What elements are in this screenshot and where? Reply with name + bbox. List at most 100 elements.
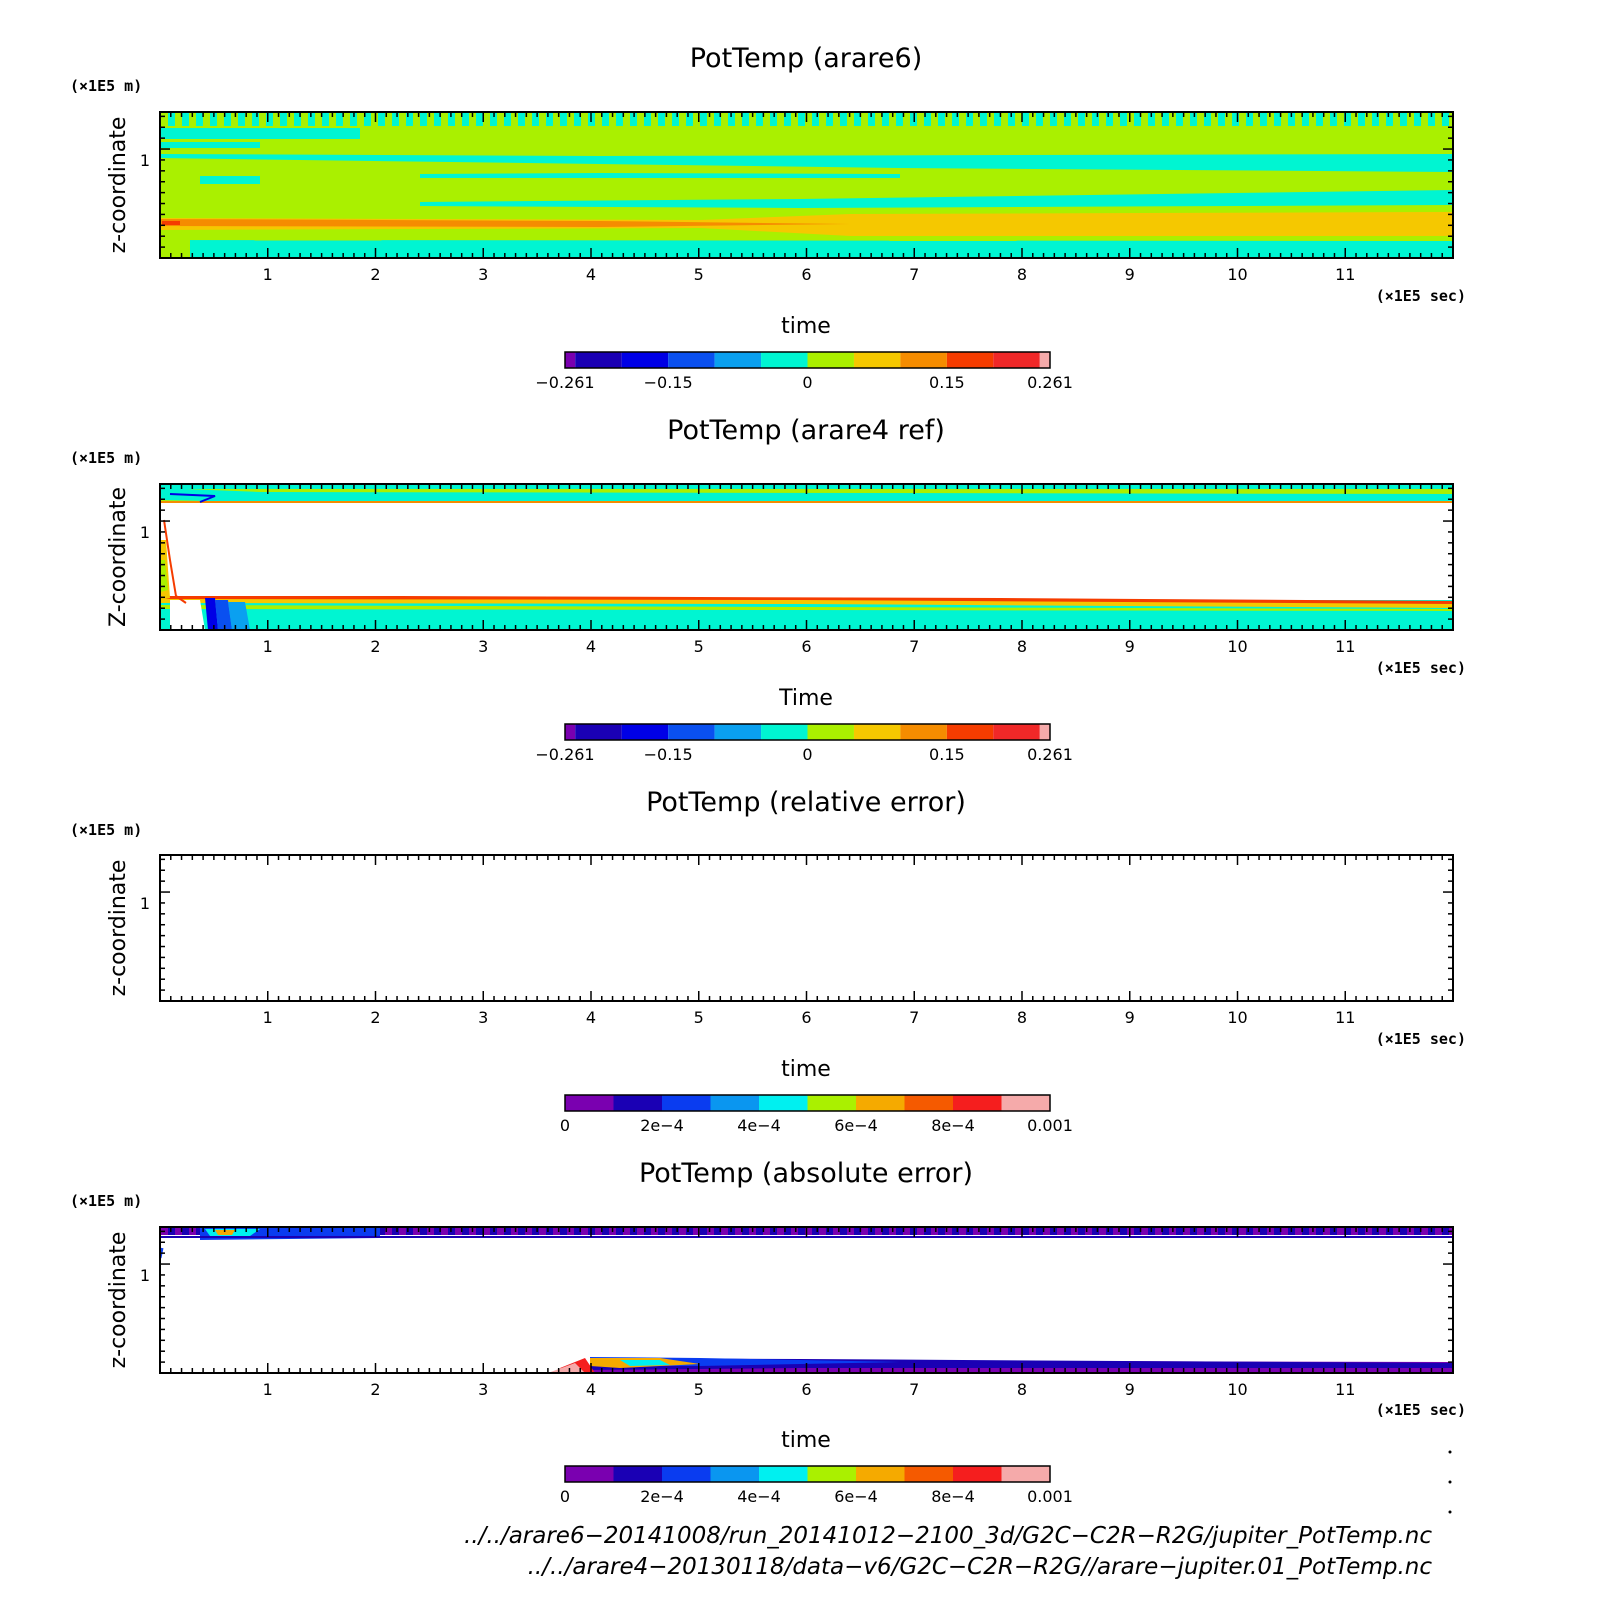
x-tick-label: 4 (586, 265, 596, 284)
x-tick-label: 5 (694, 1008, 704, 1027)
colorbar-segment (856, 1466, 905, 1482)
colorbar-segment (662, 1095, 711, 1111)
x-tick-label: 7 (909, 265, 919, 284)
colorbar-label: 4e−4 (737, 1116, 781, 1135)
y-axis-label: z-coordinate (106, 1232, 131, 1369)
colorbar-segment (668, 724, 715, 740)
colorbar-segment (621, 724, 669, 740)
x-tick-label: 8 (1017, 1380, 1027, 1399)
x-axis-label: time (781, 1057, 831, 1082)
colorbar-segment (807, 1095, 856, 1111)
colorbar-segment (904, 1095, 953, 1111)
colorbar-segment (853, 724, 901, 740)
x-tick-label: 6 (801, 1008, 811, 1027)
panel-arare6: PotTemp (arare6) (×1E5 m) 1 2 3 4 5 6 7 8 9 10 11 … (70, 43, 1466, 392)
colorbar-segment (993, 352, 1040, 368)
colorbar: 0 2e−4 4e−4 6e−4 8e−4 0.001 (560, 1094, 1073, 1135)
x-tick-label: 11 (1335, 265, 1355, 284)
axis-ticks (160, 1227, 1453, 1373)
colorbar-label: 6e−4 (834, 1487, 878, 1506)
x-tick-label: 5 (694, 1380, 704, 1399)
y-tick-label: 1 (140, 523, 150, 542)
colorbar-label: 0.261 (1027, 373, 1073, 392)
colorbar-segment (1001, 1095, 1050, 1111)
colorbar-label: 0 (560, 1116, 570, 1135)
source-file-2: ../../arare4−20130118/data−v6/G2C−C2R−R2… (527, 1554, 1432, 1580)
x-tick-labels: 1 2 3 4 5 6 7 8 9 10 11 (263, 265, 1356, 284)
colorbar-segment (710, 1095, 759, 1111)
colorbar-label: −0.261 (535, 745, 594, 764)
colorbar-label: 0.001 (1027, 1116, 1073, 1135)
colorbar-segment (946, 352, 994, 368)
colorbar-segment (714, 724, 762, 740)
axis-ticks (160, 484, 1453, 630)
x-unit-label: (×1E5 sec) (1376, 1030, 1466, 1048)
y-tick-label: 1 (140, 151, 150, 170)
axis-ticks (160, 855, 1453, 1001)
colorbar-segment (565, 352, 576, 368)
colorbar-segment (953, 1095, 1002, 1111)
panel-title: PotTemp (arare6) (690, 43, 923, 74)
colorbar-label: 0 (802, 373, 812, 392)
colorbar-segment (904, 1466, 953, 1482)
colorbar-label: −0.15 (644, 373, 693, 392)
x-tick-label: 9 (1125, 265, 1135, 284)
colorbar-segment (565, 1095, 614, 1111)
x-tick-label: 8 (1017, 1008, 1027, 1027)
dot-marker (1448, 1450, 1452, 1454)
x-tick-label: 1 (263, 1380, 273, 1399)
colorbar-segment (1039, 352, 1050, 368)
axis-ticks (160, 112, 1453, 258)
colorbar-label: −0.15 (644, 745, 693, 764)
colorbar-label: −0.261 (535, 373, 594, 392)
colorbar-segment (853, 352, 901, 368)
colorbar-frame (564, 351, 1051, 369)
colorbar-label: 0 (802, 745, 812, 764)
x-tick-label: 11 (1335, 637, 1355, 656)
x-tick-label: 10 (1227, 1380, 1247, 1399)
colorbar-segment (613, 1466, 662, 1482)
x-unit-label: (×1E5 sec) (1376, 287, 1466, 305)
x-tick-label: 6 (801, 637, 811, 656)
x-tick-label: 1 (263, 1008, 273, 1027)
x-tick-label: 10 (1227, 1008, 1247, 1027)
x-tick-label: 6 (801, 265, 811, 284)
colorbar-segment (900, 352, 947, 368)
colorbar-segment (946, 724, 994, 740)
colorbar-segment (1039, 724, 1050, 740)
heatmap-field (160, 1227, 1453, 1373)
source-file-1: ../../arare6−20141008/run_20141012−2100_… (463, 1523, 1432, 1549)
colorbar-label: 0.261 (1027, 745, 1073, 764)
colorbar-segment (621, 352, 669, 368)
x-unit-label: (×1E5 sec) (1376, 1401, 1466, 1419)
x-tick-label: 7 (909, 1008, 919, 1027)
x-tick-labels: 1 2 3 4 5 6 7 8 9 10 11 (263, 1380, 1356, 1399)
heatmap-field (160, 112, 1453, 258)
x-tick-label: 5 (694, 637, 704, 656)
heatmap-field (160, 484, 1453, 630)
colorbar-label: 8e−4 (931, 1487, 975, 1506)
x-tick-label: 7 (909, 1380, 919, 1399)
colorbar-segment (807, 724, 854, 740)
colorbar: −0.261 −0.15 0 0.15 0.261 (535, 351, 1073, 392)
panel-title: PotTemp (relative error) (646, 787, 966, 818)
colorbar-frame (564, 1094, 1051, 1112)
colorbar-segment (807, 352, 854, 368)
x-tick-label: 9 (1125, 637, 1135, 656)
y-tick-label: 1 (140, 1266, 150, 1285)
colorbar-label: 4e−4 (737, 1487, 781, 1506)
colorbar-label: 6e−4 (834, 1116, 878, 1135)
x-tick-label: 6 (801, 1380, 811, 1399)
x-tick-label: 7 (909, 637, 919, 656)
x-tick-label: 11 (1335, 1008, 1355, 1027)
colorbar-label: 2e−4 (640, 1487, 684, 1506)
colorbar-label: 0.15 (929, 745, 965, 764)
colorbar-segment (662, 1466, 711, 1482)
y-unit-label: (×1E5 m) (70, 821, 142, 839)
colorbar-segment (759, 1095, 808, 1111)
dot-marker (1448, 1480, 1452, 1484)
x-axis-label: time (781, 1428, 831, 1453)
x-tick-label: 5 (694, 265, 704, 284)
y-unit-label: (×1E5 m) (70, 1192, 142, 1210)
